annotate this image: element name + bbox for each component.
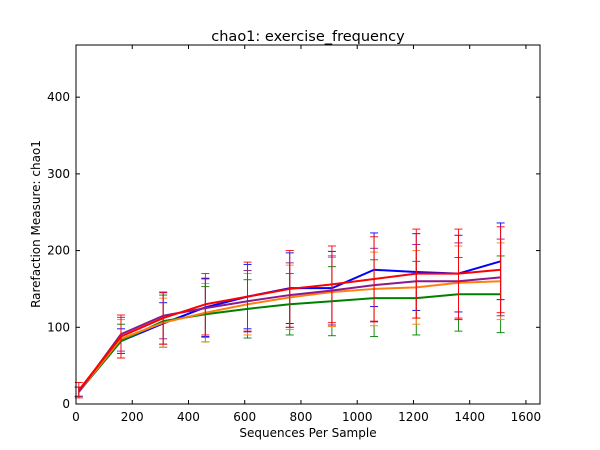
x-tick-label: 1000: [342, 410, 373, 424]
x-tick-label: 1200: [398, 410, 429, 424]
x-tick-label: 0: [72, 410, 80, 424]
y-tick-label: 100: [47, 320, 70, 334]
y-tick-label: 300: [47, 167, 70, 181]
series-line: [78, 268, 501, 391]
x-tick-label: 400: [177, 410, 200, 424]
series-5: [74, 226, 505, 399]
y-tick-label: 400: [47, 90, 70, 104]
x-tick-label: 800: [290, 410, 313, 424]
ticks-layer: 0 200 400 600 800 1000 1200 1400 1600 0 100 200 300 4…: [47, 45, 541, 424]
x-tick-label: 1400: [454, 410, 485, 424]
x-tick-label: 600: [233, 410, 256, 424]
x-tick-label: 1600: [511, 410, 542, 424]
y-tick-label: 200: [47, 244, 70, 258]
x-tick-label: 200: [121, 410, 144, 424]
plot-frame: [75, 44, 541, 405]
y-tick-label: 0: [62, 397, 70, 411]
chart-title: chao1: exercise_frequency: [211, 29, 405, 45]
x-axis-label: Sequences Per Sample: [239, 426, 376, 440]
series-layer: [74, 222, 505, 399]
y-axis-label: Rarefaction Measure: chao1: [29, 140, 43, 308]
